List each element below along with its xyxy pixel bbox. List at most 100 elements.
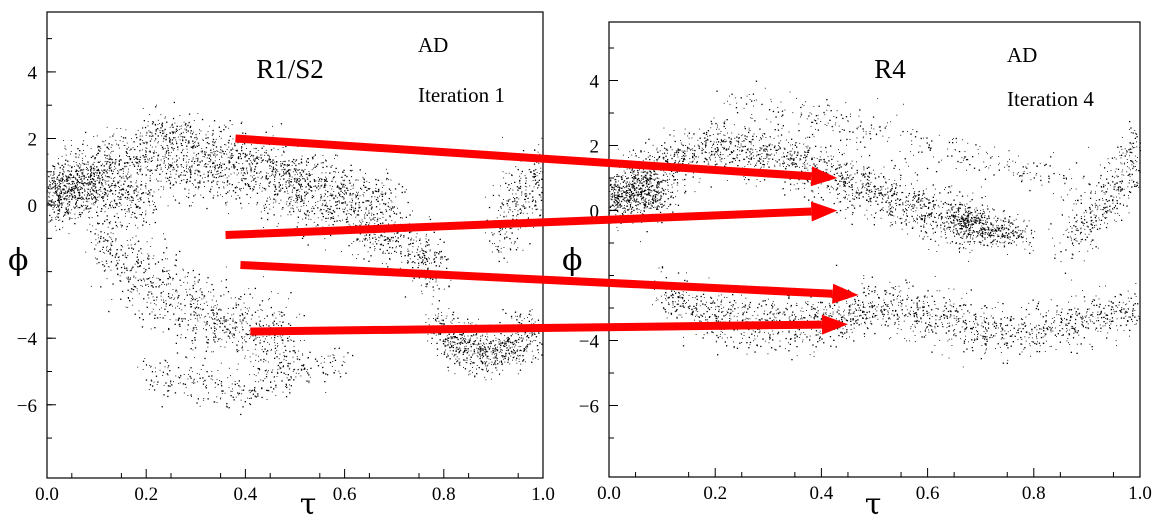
data-point bbox=[277, 223, 279, 225]
data-point bbox=[223, 332, 225, 334]
data-point bbox=[343, 197, 345, 199]
data-point bbox=[269, 161, 272, 163]
data-point bbox=[149, 194, 151, 196]
data-point bbox=[108, 266, 110, 268]
data-point bbox=[145, 167, 147, 169]
data-point bbox=[294, 180, 295, 182]
data-point bbox=[111, 240, 114, 243]
data-point bbox=[494, 353, 495, 355]
data-point bbox=[464, 359, 466, 361]
data-point bbox=[364, 216, 366, 218]
data-point bbox=[322, 199, 324, 201]
data-point bbox=[116, 128, 118, 129]
data-point bbox=[288, 180, 290, 182]
data-point bbox=[314, 154, 316, 156]
data-point bbox=[141, 135, 143, 137]
data-point bbox=[141, 262, 142, 264]
data-point bbox=[363, 195, 365, 197]
data-point bbox=[303, 212, 305, 214]
data-point bbox=[147, 121, 149, 122]
data-point bbox=[262, 325, 264, 327]
data-point bbox=[469, 323, 471, 325]
data-point bbox=[56, 193, 58, 194]
data-point bbox=[379, 218, 381, 219]
data-point bbox=[76, 182, 78, 184]
data-point bbox=[350, 204, 352, 206]
data-point bbox=[179, 183, 181, 184]
data-point bbox=[86, 208, 88, 210]
data-point bbox=[108, 158, 110, 160]
data-point bbox=[287, 170, 289, 172]
data-point bbox=[493, 363, 495, 366]
data-point bbox=[481, 353, 484, 355]
data-point bbox=[333, 220, 336, 223]
data-point bbox=[131, 288, 133, 290]
data-point bbox=[254, 348, 256, 350]
data-point bbox=[453, 334, 454, 335]
data-point bbox=[127, 208, 129, 210]
data-point bbox=[236, 326, 238, 328]
data-point bbox=[79, 170, 81, 172]
data-point bbox=[174, 161, 176, 163]
data-point bbox=[196, 318, 198, 320]
data-point bbox=[48, 185, 50, 187]
data-point bbox=[228, 213, 229, 215]
data-point bbox=[345, 218, 348, 221]
data-point bbox=[49, 180, 50, 182]
data-point bbox=[511, 183, 512, 184]
data-point bbox=[233, 168, 235, 169]
data-point bbox=[115, 224, 118, 227]
data-point bbox=[274, 176, 276, 178]
data-point bbox=[267, 161, 268, 163]
data-point bbox=[139, 197, 141, 199]
data-point bbox=[356, 225, 358, 226]
data-point bbox=[188, 121, 190, 124]
data-point bbox=[527, 317, 528, 318]
data-point bbox=[240, 188, 242, 189]
data-point bbox=[399, 212, 401, 214]
data-point bbox=[384, 192, 387, 194]
data-point bbox=[172, 162, 174, 164]
data-point bbox=[540, 194, 542, 196]
data-point bbox=[48, 175, 50, 178]
data-point bbox=[254, 159, 256, 161]
data-point bbox=[177, 296, 179, 298]
data-point bbox=[186, 126, 188, 128]
data-point bbox=[51, 183, 54, 185]
data-point bbox=[90, 167, 93, 170]
data-point bbox=[469, 337, 471, 339]
data-point bbox=[55, 225, 56, 227]
data-point bbox=[344, 179, 346, 181]
data-point bbox=[194, 137, 195, 139]
data-point bbox=[472, 367, 473, 368]
data-point bbox=[206, 282, 208, 283]
data-point bbox=[88, 182, 90, 184]
data-point bbox=[249, 153, 250, 155]
data-point bbox=[194, 339, 196, 341]
data-point bbox=[198, 164, 200, 166]
data-point bbox=[142, 142, 144, 144]
data-point bbox=[254, 287, 256, 290]
data-point bbox=[155, 208, 157, 210]
data-point bbox=[517, 373, 519, 375]
data-point bbox=[163, 158, 165, 160]
data-point bbox=[228, 146, 230, 148]
data-point bbox=[227, 156, 229, 158]
data-point bbox=[103, 191, 105, 193]
data-point bbox=[325, 210, 327, 212]
data-point bbox=[290, 292, 292, 294]
data-point bbox=[455, 336, 457, 339]
data-point bbox=[521, 192, 523, 194]
data-point bbox=[305, 193, 307, 195]
data-point bbox=[137, 262, 139, 264]
data-point bbox=[169, 283, 171, 285]
data-point bbox=[77, 169, 79, 171]
data-point bbox=[380, 244, 382, 246]
data-point bbox=[498, 341, 500, 343]
data-point bbox=[286, 164, 288, 166]
data-point bbox=[289, 324, 292, 327]
data-point bbox=[168, 283, 169, 285]
data-point bbox=[80, 214, 82, 216]
data-point bbox=[367, 251, 369, 253]
data-point bbox=[56, 187, 58, 189]
